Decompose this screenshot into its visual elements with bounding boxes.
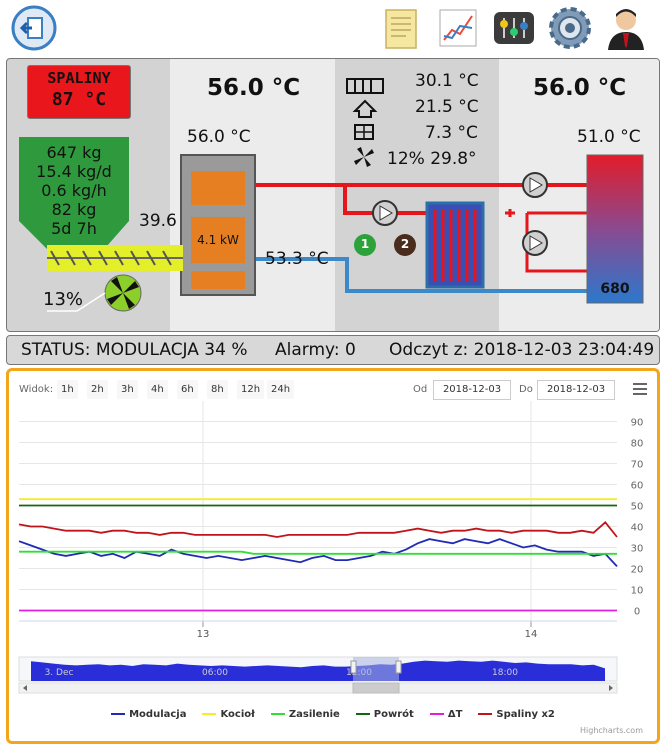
y-tick-label: 30 [631, 544, 644, 555]
legend-label: ΔT [447, 709, 463, 720]
navigator-handle-left [350, 660, 357, 674]
mixer-fan-line: 12% 29.8° [387, 149, 477, 169]
legend-item-powr-t[interactable]: Powrót [355, 709, 414, 720]
legend-swatch [111, 713, 126, 715]
scroll-right-arrow [609, 685, 613, 691]
y-tick-label: 20 [631, 565, 644, 576]
y-tick-label: 90 [631, 418, 644, 429]
legend-swatch [202, 713, 217, 715]
x-tick-label: 14 [525, 629, 538, 640]
alarms-count[interactable]: Alarmy: 0 [275, 340, 356, 360]
hopper-fuel-stats: 647 kg 15.4 kg/d 0.6 kg/h 82 kg 5d 7h [17, 143, 131, 238]
from-date-input[interactable]: 2018-12-03 [433, 380, 511, 400]
range-button-8h[interactable]: 8h [207, 380, 228, 399]
circuit-2-badge[interactable]: 2 [400, 237, 410, 251]
range-button-6h[interactable]: 6h [177, 380, 198, 399]
navigator-time-label: 18:00 [492, 668, 518, 678]
legend-label: Zasilenie [288, 709, 340, 720]
gear-icon[interactable] [546, 4, 594, 52]
legend-swatch [270, 713, 285, 715]
chart-legend: Modulacja Kocioł Zasilenie Powrót ΔT Spaliny … [9, 709, 657, 720]
pipe-diagram [19, 78, 644, 312]
circuit-1-badge[interactable]: 1 [360, 237, 370, 251]
series-line-modulacja [18, 538, 618, 568]
legend-label: Modulacja [129, 709, 187, 720]
reading-timestamp: Odczyt z: 2018-12-03 23:04:49 [389, 340, 655, 360]
range-button-4h[interactable]: 4h [147, 380, 168, 399]
legend-swatch [478, 713, 493, 715]
navigator-time-label: 06:00 [202, 668, 228, 678]
boiler-temp-big: 56.0 °C [207, 75, 301, 101]
range-button-2h[interactable]: 2h [87, 380, 108, 399]
exhaust-temp-box: SPALINY 87 °C [27, 65, 131, 119]
x-tick-label: 13 [197, 629, 210, 640]
scrollbar-thumb [352, 682, 400, 694]
mixer-icon[interactable] [490, 4, 538, 52]
scroll-left-arrow [23, 685, 27, 691]
from-label: Od [413, 384, 428, 395]
scrollbar-track [18, 682, 618, 694]
legend-swatch [429, 713, 444, 715]
exhaust-temp: 87 °C [51, 89, 107, 110]
range-button-3h[interactable]: 3h [117, 380, 138, 399]
legend-label: Kocioł [220, 709, 255, 720]
history-chart-panel: Widok: 1h 2h 3h 4h 6h 8h 12h 24h Od 2018-12-03 … [6, 368, 660, 744]
tank-temp-big: 56.0 °C [533, 75, 627, 101]
to-date-input[interactable]: 2018-12-03 [537, 380, 615, 400]
document-icon[interactable] [378, 4, 426, 52]
hopper-level: 82 kg [51, 200, 97, 219]
status-text: STATUS: MODULACJA 34 % [21, 340, 248, 360]
user-icon[interactable] [602, 4, 650, 52]
house-temp: 21.5 °C [415, 97, 479, 117]
legend-item--t[interactable]: ΔT [429, 709, 463, 720]
y-tick-label: 0 [634, 607, 640, 618]
hopper-time-left: 5d 7h [51, 219, 97, 238]
hopper-hourly-use: 0.6 kg/h [41, 181, 107, 200]
series-line-spaliny-x2 [18, 520, 618, 538]
navigator-selection [353, 657, 399, 681]
navigator-handle-right [395, 660, 402, 674]
series-line-zasilenie [19, 550, 617, 555]
legend-item-zasilenie[interactable]: Zasilenie [270, 709, 340, 720]
view-label: Widok: [19, 384, 54, 395]
feeder-temp: 39.6 [139, 211, 177, 231]
legend-label: Spaliny x2 [496, 709, 555, 720]
boiler-scheme-panel: SPALINY 87 °C 56.0 °C 56.0 °C 4.1 kW 53.… [6, 58, 660, 332]
fan-percent: 13% [43, 289, 84, 310]
return-temp: 53.3 °C [265, 249, 329, 269]
y-tick-label: 60 [631, 481, 644, 492]
chart-icon[interactable] [434, 4, 482, 52]
y-tick-label: 10 [631, 586, 644, 597]
boiler-power: 4.1 kW [197, 233, 239, 247]
y-tick-label: 50 [631, 502, 644, 513]
navigator-area [31, 660, 605, 681]
to-label: Do [519, 384, 533, 395]
hopper-daily-use: 15.4 kg/d [36, 162, 112, 181]
radiator-temp: 30.1 °C [415, 71, 479, 91]
range-button-1h[interactable]: 1h [57, 380, 78, 399]
boiler-temp-small: 56.0 °C [187, 127, 251, 147]
range-button-24h[interactable]: 24h [267, 380, 295, 399]
legend-item-modulacja[interactable]: Modulacja [111, 709, 186, 720]
tank-level: 680 [600, 281, 630, 297]
logout-icon[interactable] [10, 4, 58, 52]
hopper-stock: 647 kg [46, 143, 102, 162]
legend-swatch [355, 713, 370, 715]
tank-temp: 51.0 °C [577, 127, 641, 147]
y-tick-label: 40 [631, 523, 644, 534]
chart-menu-button[interactable] [633, 383, 647, 398]
status-bar: STATUS: MODULACJA 34 % Alarmy: 0 Odczyt … [6, 335, 660, 365]
legend-label: Powrót [373, 709, 414, 720]
legend-item-kocio-[interactable]: Kocioł [202, 709, 255, 720]
navigator-time-label: 3. Dec [45, 668, 74, 678]
y-tick-label: 70 [631, 460, 644, 471]
legend-item-spaliny-x2[interactable]: Spaliny x2 [478, 709, 555, 720]
credits-link[interactable]: Highcharts.com [580, 726, 643, 735]
range-button-12h[interactable]: 12h [237, 380, 265, 399]
outside-temp: 7.3 °C [425, 123, 478, 143]
exhaust-label: SPALINY [47, 69, 111, 87]
y-tick-label: 80 [631, 439, 644, 450]
